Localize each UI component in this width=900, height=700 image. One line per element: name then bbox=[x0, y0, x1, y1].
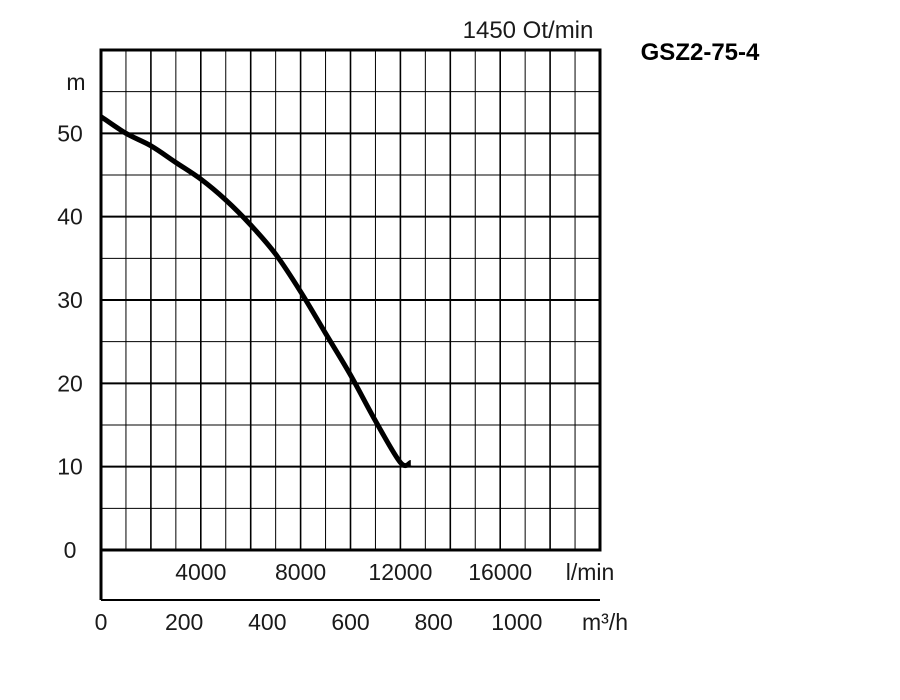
x-lmin-unit: l/min bbox=[566, 559, 615, 585]
x-m3h-tick-label: 400 bbox=[248, 609, 286, 635]
y-tick-label: 50 bbox=[57, 120, 83, 146]
chart-frame bbox=[99, 48, 602, 601]
head-flow-curve bbox=[99, 114, 412, 469]
x-m3h-tick-label: 800 bbox=[414, 609, 452, 635]
x-m3h-tick-label: 600 bbox=[331, 609, 369, 635]
model-label: GSZ2-75-4 bbox=[641, 39, 760, 66]
y-tick-labels: 0 10 20 30 40 50 bbox=[57, 120, 83, 563]
x-m3h-tick-labels: 0 200 400 600 800 1000 bbox=[95, 609, 543, 635]
x-m3h-tick-label: 0 bbox=[95, 609, 108, 635]
x-m3h-unit: m³/h bbox=[582, 609, 628, 635]
x-lmin-tick-label: 12000 bbox=[368, 559, 432, 585]
y-tick-label: 10 bbox=[57, 454, 83, 480]
x-lmin-tick-label: 16000 bbox=[468, 559, 532, 585]
x-m3h-tick-label: 200 bbox=[165, 609, 203, 635]
x-m3h-tick-label: 1000 bbox=[491, 609, 542, 635]
x-lmin-tick-label: 4000 bbox=[175, 559, 226, 585]
y-tick-label: 40 bbox=[57, 204, 83, 230]
chart-grid bbox=[101, 50, 600, 550]
plot-border bbox=[99, 48, 602, 552]
y-axis-unit: m bbox=[66, 69, 85, 95]
y-tick-label: 0 bbox=[64, 537, 77, 563]
y-tick-label: 20 bbox=[57, 370, 83, 396]
speed-label: 1450 Ot/min bbox=[463, 17, 594, 44]
x-lmin-tick-label: 8000 bbox=[275, 559, 326, 585]
y-tick-label: 30 bbox=[57, 287, 83, 313]
x-lmin-tick-labels: 4000 8000 12000 16000 bbox=[175, 559, 532, 585]
